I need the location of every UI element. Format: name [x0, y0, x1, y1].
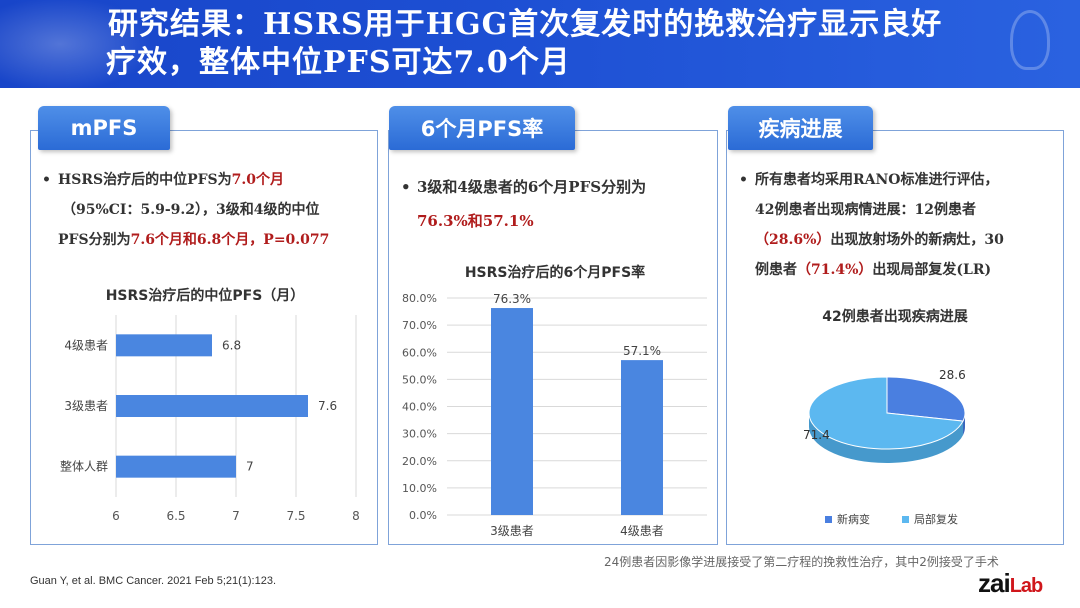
chart1-title: HSRS治疗后的中位PFS（月） [105, 288, 305, 304]
bullet-dot: • [42, 172, 51, 188]
progression-bullet: • 所有患者均采用RANO标准进行评估， 42例患者出现病情进展：12例患者 （… [739, 165, 1065, 285]
panel-progression [726, 130, 1064, 545]
x-tick-label: 7 [232, 509, 240, 523]
y-tick-label: 10.0% [402, 482, 437, 495]
y-tick-label: 70.0% [402, 319, 437, 332]
y-tick-label: 60.0% [402, 346, 437, 359]
title-line-1: 研究结果：HSRS用于HGG首次复发时的挽救治疗显示良好 [108, 7, 943, 42]
zailab-logo: zaiLab [978, 568, 1044, 599]
x-tick-label: 7.5 [286, 509, 305, 523]
bar [491, 308, 533, 515]
category-label: 4级患者 [620, 524, 664, 538]
prog-text-3: 出现放射场外的新病灶，30 [830, 232, 1004, 248]
tab-6month-pfs: 6个月PFS率 [389, 106, 575, 150]
median-pfs-bar-chart: 6 6.5 7 7.5 8 4级患者 6.8 3级患者 7.6 整体人群 7 [60, 315, 360, 523]
category-label: 整体人群 [60, 459, 108, 474]
y-tick-label: 50.0% [402, 373, 437, 386]
progression-pie-chart: 28.6 71.4 新病变 局部复发 [803, 368, 966, 526]
legend-swatch [902, 516, 909, 523]
category-label: 3级患者 [490, 524, 534, 538]
x-tick-label: 6.5 [166, 509, 185, 523]
bar [621, 360, 663, 515]
data-label: 6.8 [222, 338, 241, 352]
six-month-pfs-bar-chart: 0.0% 10.0% 20.0% 30.0% 40.0% 50.0% 60.0% 70.0% 8… [402, 292, 707, 538]
data-label: 57.1% [623, 344, 661, 358]
pie-slice [886, 376, 966, 422]
prog-text-2: 42例患者出现病情进展：12例患者 [755, 202, 976, 218]
page-title: 研究结果：HSRS用于HGG首次复发时的挽救治疗显示良好 疗效，整体中位PFS可… [106, 6, 1048, 82]
category-label: 4级患者 [64, 338, 108, 352]
y-tick-label: 0.0% [409, 509, 437, 522]
y-tick-label: 40.0% [402, 401, 437, 414]
bar [116, 395, 308, 417]
mpfs-text-2: （95%CI：5.9-9.2），3级和4级的中位 [62, 202, 320, 218]
pfs6-bullet: • 3级和4级患者的6个月PFS分别为 76.3%和57.1% [401, 170, 712, 238]
bullet-dot: • [401, 178, 411, 196]
mpfs-text-1: HSRS治疗后的中位PFS为 [58, 172, 232, 188]
x-tick-label: 8 [352, 509, 360, 523]
data-label: 71.4 [803, 428, 830, 442]
footnote: 24例患者因影像学进展接受了第二疗程的挽救性治疗，其中2例接受了手术 [604, 555, 999, 569]
title-line-2: 疗效，整体中位PFS可达7.0个月 [106, 45, 571, 80]
pie-side [809, 413, 964, 463]
bar [116, 455, 236, 478]
legend-label: 新病变 [837, 512, 870, 526]
data-label: 76.3% [493, 292, 531, 306]
mpfs-text-3: PFS分别为 [58, 232, 131, 248]
prog-value-2: （71.4%） [797, 262, 873, 278]
prog-text-5: 出现局部复发(LR) [872, 262, 992, 278]
chart3-title: 42例患者出现疾病进展 [822, 309, 968, 325]
legend-label: 局部复发 [914, 512, 958, 526]
bar [116, 334, 212, 357]
tab-progression: 疾病进展 [728, 106, 873, 150]
bullet-dot: • [739, 172, 748, 188]
header-banner: 研究结果：HSRS用于HGG首次复发时的挽救治疗显示良好 疗效，整体中位PFS可… [0, 0, 1080, 88]
y-tick-label: 30.0% [402, 428, 437, 441]
category-label: 3级患者 [64, 399, 108, 413]
data-label: 7 [246, 460, 254, 474]
y-tick-label: 20.0% [402, 455, 437, 468]
mpfs-bullet: • HSRS治疗后的中位PFS为7.0个月 （95%CI：5.9-9.2），3级… [42, 165, 373, 255]
mpfs-value-1: 7.0个月 [231, 172, 285, 188]
pie-slice [808, 376, 964, 450]
legend-swatch [825, 516, 832, 523]
brain-graphic [0, 0, 150, 88]
logo-main: zai [978, 568, 1011, 598]
prog-text-4: 例患者 [755, 262, 797, 278]
data-label: 7.6 [318, 399, 337, 413]
chart2-title: HSRS治疗后的6个月PFS率 [464, 265, 646, 281]
prog-text-1: 所有患者均采用RANO标准进行评估， [755, 172, 999, 188]
pfs6-value: 76.3%和57.1% [417, 212, 534, 230]
ear-graphic [1010, 10, 1050, 70]
logo-lab: Lab [1009, 575, 1044, 597]
tab-mpfs: mPFS [38, 106, 170, 150]
prog-value-1: （28.6%） [755, 232, 831, 248]
y-tick-label: 80.0% [402, 292, 437, 305]
x-tick-label: 6 [112, 509, 120, 523]
mpfs-value-3: 7.6个月和6.8个月，P=0.077 [130, 232, 330, 248]
pfs6-text-1: 3级和4级患者的6个月PFS分别为 [417, 178, 647, 196]
data-label: 28.6 [939, 368, 966, 382]
citation: Guan Y, et al. BMC Cancer. 2021 Feb 5;21… [30, 575, 277, 587]
